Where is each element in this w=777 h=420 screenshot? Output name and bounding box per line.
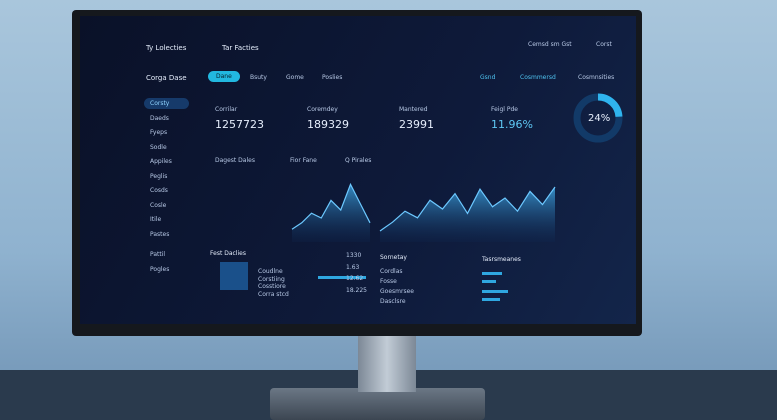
kpi-value: 189329	[307, 118, 349, 131]
stand-neck	[358, 330, 416, 392]
kpi-label: Mantered	[399, 106, 428, 113]
nav-item[interactable]: Itile	[150, 216, 162, 223]
bar	[482, 298, 500, 301]
app-title: Ty Lolecties	[146, 44, 187, 52]
row-label: Goesmrsee	[380, 288, 414, 295]
line	[379, 186, 556, 232]
nav-item[interactable]: Pogles	[150, 265, 170, 273]
chart-header: Fior Fane	[290, 157, 317, 164]
donut-label: 24%	[588, 113, 611, 124]
nav-item[interactable]: Pattil	[150, 251, 166, 258]
panel-title: Tasrsmeanes	[482, 256, 521, 263]
icon-tile	[220, 262, 248, 290]
filter[interactable]: Cosmmersd	[520, 74, 556, 81]
chart-header: Dagest Dales	[215, 157, 255, 164]
panel-title: Fest Daclies	[210, 250, 246, 257]
bar	[482, 272, 502, 275]
filter[interactable]: Gsnd	[480, 74, 496, 81]
row-value: 18.225	[346, 286, 367, 294]
search[interactable]: Cemsd sm Gst	[528, 41, 572, 48]
nav-item[interactable]: Peglis	[150, 172, 168, 180]
kpi-label: Feigl Pde	[491, 106, 518, 113]
nav-item[interactable]: Pastes	[150, 230, 170, 238]
line	[291, 182, 371, 230]
toolbar-button[interactable]: Poslies	[322, 74, 343, 81]
chart-header: Q Pirales	[345, 157, 372, 164]
tab[interactable]: Tar Facties	[222, 44, 259, 52]
bar	[482, 290, 508, 293]
screen	[80, 16, 636, 324]
kpi-label: Coremdey	[307, 106, 338, 113]
area	[292, 184, 370, 242]
row-label: Coudlne	[258, 268, 283, 275]
kpi-value: 23991	[399, 118, 434, 131]
nav-item[interactable]: Appiles	[150, 158, 172, 165]
row-label: Cordlas	[380, 268, 403, 275]
kpi-value: 1257723	[215, 118, 264, 131]
bar	[482, 280, 496, 283]
nav-item[interactable]: Cosle	[150, 201, 167, 209]
action[interactable]: Corst	[596, 41, 612, 48]
stand-base	[270, 388, 485, 420]
nav-item[interactable]: Corsty	[144, 98, 190, 109]
donut-arc	[597, 93, 623, 118]
progress-bar	[318, 276, 366, 279]
row-label: Corstiing	[258, 275, 285, 283]
filter[interactable]: Cosmnsities	[578, 74, 615, 81]
nav-item[interactable]: Sodle	[150, 143, 167, 151]
kpi-value: 11.96%	[491, 118, 533, 131]
toolbar-button[interactable]: Gome	[286, 74, 304, 81]
kpi-label: Corrilar	[215, 106, 238, 113]
row-value: 1.63	[346, 263, 360, 271]
toolbar-button[interactable]: Bsuty	[250, 74, 267, 81]
toolbar-button[interactable]: Dane	[208, 71, 240, 82]
nav-item[interactable]: Cosds	[150, 187, 168, 194]
row-value: 12.62	[346, 275, 364, 282]
brand: Corga Dase	[146, 74, 187, 82]
nav-item[interactable]: Fyeps	[150, 129, 168, 136]
row-label: Fosse	[380, 278, 397, 285]
row-label: Corra stcd	[258, 290, 289, 298]
row-label: Dasclsre	[380, 298, 406, 305]
panel-title: Sornetay	[380, 254, 407, 261]
row-value: 1330	[346, 252, 362, 259]
row-label: Cosstiore	[258, 283, 286, 290]
nav-item[interactable]: Daeds	[150, 114, 169, 122]
